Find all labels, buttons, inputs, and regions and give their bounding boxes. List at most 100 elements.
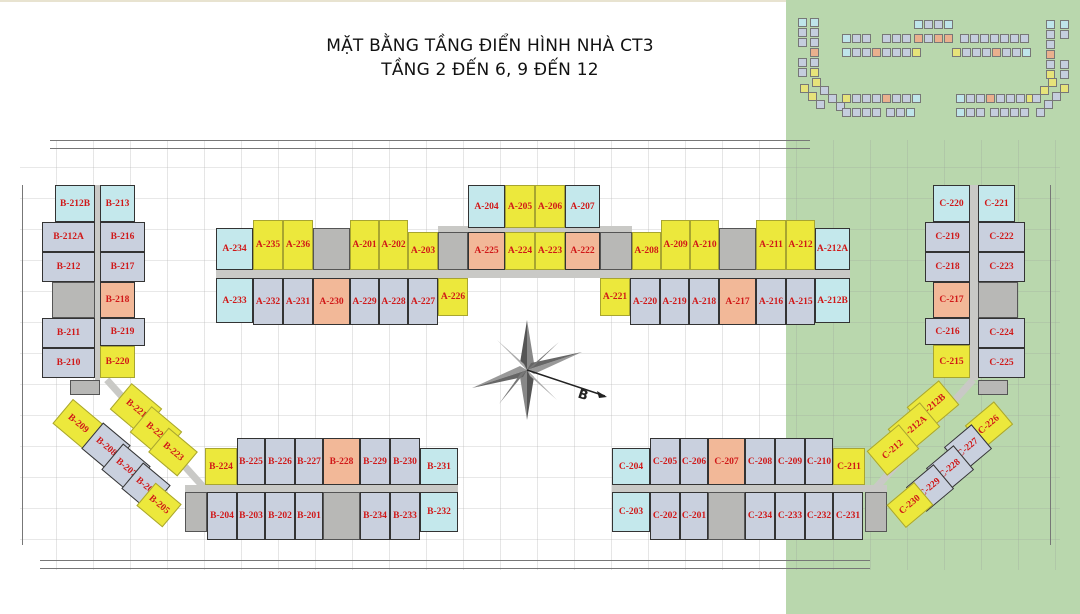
apartment-unit[interactable]: A-228	[379, 278, 408, 325]
apartment-unit[interactable]: B-203	[237, 492, 265, 540]
apartment-unit[interactable]: A-215	[786, 278, 815, 325]
apartment-unit[interactable]: A-208	[632, 232, 661, 270]
apartment-unit[interactable]: A-221	[600, 278, 630, 316]
apartment-unit[interactable]: B-229	[360, 438, 390, 485]
apartment-unit[interactable]: C-201	[680, 492, 708, 540]
apartment-unit[interactable]: B-216	[100, 222, 145, 252]
apartment-unit[interactable]: A-236	[283, 220, 313, 270]
key-plan-cell	[902, 34, 911, 43]
apartment-unit[interactable]: B-204	[207, 492, 237, 540]
apartment-unit[interactable]: C-232	[805, 492, 833, 540]
apartment-unit[interactable]: C-215	[933, 345, 970, 378]
apartment-unit[interactable]: C-209	[775, 438, 805, 485]
key-plan-cell	[862, 48, 871, 57]
apartment-unit[interactable]: B-220	[100, 346, 135, 378]
apartment-unit[interactable]: A-220	[630, 278, 660, 325]
apartment-unit[interactable]: A-234	[216, 228, 253, 270]
apartment-unit[interactable]: C-218	[925, 252, 970, 282]
apartment-unit[interactable]: A-230	[313, 278, 350, 325]
apartment-unit[interactable]: A-224	[505, 232, 535, 270]
key-plan-cell	[886, 108, 895, 117]
apartment-unit[interactable]: C-211	[833, 448, 865, 485]
key-plan-cell	[1022, 48, 1031, 57]
apartment-unit[interactable]: C-225	[978, 348, 1025, 378]
apartment-unit[interactable]: C-216	[925, 318, 970, 345]
apartment-unit[interactable]: B-227	[295, 438, 323, 485]
apartment-unit[interactable]: B-234	[360, 492, 390, 540]
apartment-unit[interactable]: A-232	[253, 278, 283, 325]
apartment-unit[interactable]: A-231	[283, 278, 313, 325]
key-plan-cell	[1060, 70, 1069, 79]
apartment-unit[interactable]: A-218	[689, 278, 719, 325]
apartment-unit[interactable]: B-217	[100, 252, 145, 282]
apartment-unit[interactable]: A-209	[661, 220, 690, 270]
key-plan-cell	[798, 38, 807, 47]
apartment-unit[interactable]: A-210	[690, 220, 719, 270]
apartment-unit[interactable]: B-210	[42, 348, 95, 378]
apartment-unit[interactable]: C-222	[978, 222, 1025, 252]
key-plan-cell	[810, 28, 819, 37]
apartment-unit[interactable]: A-216	[756, 278, 786, 325]
key-plan-cell	[1012, 48, 1021, 57]
apartment-unit[interactable]: A-217	[719, 278, 756, 325]
apartment-unit[interactable]: A-235	[253, 220, 283, 270]
apartment-unit[interactable]: A-229	[350, 278, 379, 325]
apartment-unit[interactable]: A-226	[438, 278, 468, 316]
apartment-unit[interactable]: A-212A	[815, 228, 850, 270]
apartment-unit[interactable]: A-222	[565, 232, 600, 270]
apartment-unit[interactable]: B-219	[100, 318, 145, 346]
apartment-unit[interactable]: A-225	[468, 232, 505, 270]
apartment-unit[interactable]: C-224	[978, 318, 1025, 348]
apartment-unit[interactable]: B-226	[265, 438, 295, 485]
apartment-unit[interactable]: B-233	[390, 492, 420, 540]
apartment-unit[interactable]: B-232	[420, 492, 458, 532]
apartment-unit[interactable]: B-212	[42, 252, 95, 282]
dimension-line	[50, 140, 810, 141]
apartment-unit[interactable]: C-231	[833, 492, 863, 540]
apartment-unit[interactable]: C-220	[933, 185, 970, 222]
apartment-unit[interactable]: A-211	[756, 220, 786, 270]
apartment-unit[interactable]: B-224	[205, 448, 237, 485]
apartment-unit[interactable]: C-234	[745, 492, 775, 540]
apartment-unit[interactable]: C-206	[680, 438, 708, 485]
apartment-unit[interactable]: C-204	[612, 448, 650, 485]
apartment-unit[interactable]: A-204	[468, 185, 505, 228]
apartment-unit[interactable]: B-201	[295, 492, 323, 540]
apartment-unit[interactable]: B-212B	[55, 185, 95, 222]
apartment-unit[interactable]: C-202	[650, 492, 680, 540]
apartment-unit[interactable]: A-203	[408, 232, 438, 270]
apartment-unit[interactable]: B-218	[100, 282, 135, 318]
apartment-unit[interactable]: C-205	[650, 438, 680, 485]
apartment-unit[interactable]: C-223	[978, 252, 1025, 282]
apartment-unit[interactable]: B-225	[237, 438, 265, 485]
apartment-unit[interactable]: C-210	[805, 438, 833, 485]
apartment-unit[interactable]: C-233	[775, 492, 805, 540]
apartment-unit[interactable]: B-213	[100, 185, 135, 222]
apartment-unit[interactable]: B-231	[420, 448, 458, 485]
apartment-unit[interactable]: A-227	[408, 278, 438, 325]
apartment-unit[interactable]: A-206	[535, 185, 565, 228]
apartment-unit[interactable]: A-201	[350, 220, 379, 270]
apartment-unit[interactable]: A-212B	[815, 278, 850, 323]
apartment-unit[interactable]: B-230	[390, 438, 420, 485]
apartment-unit[interactable]: A-207	[565, 185, 600, 228]
apartment-unit[interactable]: C-203	[612, 492, 650, 532]
apartment-unit[interactable]: A-233	[216, 278, 253, 323]
key-plan-cell	[810, 18, 819, 27]
apartment-unit[interactable]: B-228	[323, 438, 360, 485]
apartment-unit[interactable]: A-223	[535, 232, 565, 270]
apartment-unit[interactable]: A-212	[786, 220, 815, 270]
apartment-unit[interactable]: A-205	[505, 185, 535, 228]
apartment-unit[interactable]: C-207	[708, 438, 745, 485]
dimension-line	[50, 148, 810, 149]
apartment-unit[interactable]: A-202	[379, 220, 408, 270]
apartment-unit[interactable]: B-211	[42, 318, 95, 348]
apartment-unit[interactable]: C-208	[745, 438, 775, 485]
key-plan-cell	[1036, 108, 1045, 117]
apartment-unit[interactable]: C-221	[978, 185, 1015, 222]
apartment-unit[interactable]: B-202	[265, 492, 295, 540]
apartment-unit[interactable]: B-212A	[42, 222, 95, 252]
apartment-unit[interactable]: C-219	[925, 222, 970, 252]
apartment-unit[interactable]: C-217	[933, 282, 970, 318]
apartment-unit[interactable]: A-219	[660, 278, 689, 325]
